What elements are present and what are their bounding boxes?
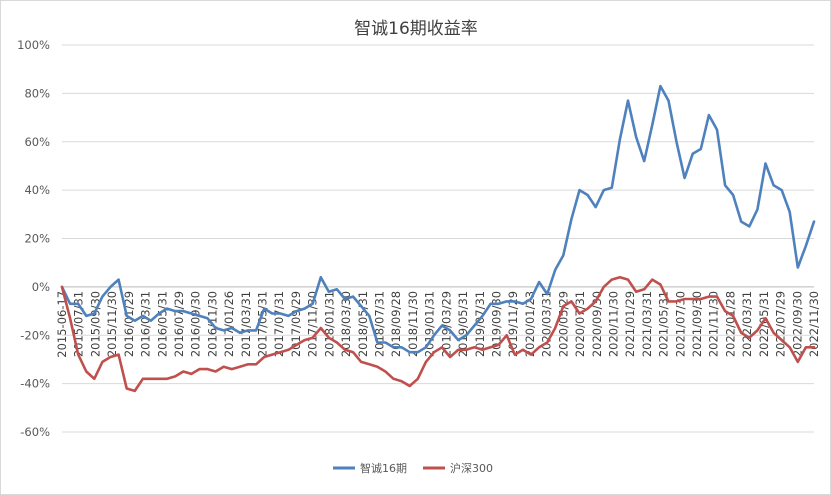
x-tick-label: 2018/01/31 [322, 291, 336, 357]
x-tick-label: 2020/03/31 [540, 291, 554, 357]
x-tick-label: 2022/09/30 [790, 291, 804, 357]
y-tick-label: 60% [24, 135, 50, 149]
legend-label: 智诚16期 [360, 461, 407, 475]
x-axis-tick-labels: 2015-06-17 2015/07/31 2015/09/30 2015/11/30… [55, 291, 821, 358]
x-tick-label: 2020/09/30 [590, 291, 604, 357]
x-tick-label: 2018/05/31 [356, 291, 370, 357]
y-tick-label: 100% [17, 38, 50, 52]
x-tick-label: 2022/03/31 [740, 291, 754, 357]
x-tick-label: 2018/03/30 [339, 291, 353, 357]
x-tick-label: 2019/09/30 [489, 291, 503, 357]
chart-title: 智诚16期收益率 [354, 19, 478, 39]
x-tick-label: 2021/11/30 [707, 291, 721, 357]
x-tick-label: 2022/11/30 [807, 291, 821, 357]
y-tick-label: 20% [24, 232, 50, 246]
x-tick-label: 2021/01/29 [623, 291, 637, 357]
x-tick-label: 2017/11/30 [306, 291, 320, 357]
x-tick-label: 2016/07/29 [172, 291, 186, 357]
x-tick-label: 2021/07/30 [673, 291, 687, 357]
x-tick-label: 2021/03/31 [640, 291, 654, 357]
x-tick-label: 2019/01/31 [423, 291, 437, 357]
x-tick-label: 2022/01/28 [723, 291, 737, 357]
x-tick-label: 2015/11/30 [105, 291, 119, 357]
x-tick-label: 2017/03/31 [239, 291, 253, 357]
series-lines [60, 84, 816, 393]
x-tick-label: 2021/05/31 [657, 291, 671, 357]
series-line-2 [60, 275, 816, 393]
x-tick-label: 2016/05/31 [155, 291, 169, 357]
y-tick-label: -60% [20, 425, 50, 439]
x-tick-label: 2015/07/31 [72, 291, 86, 357]
x-tick-label: 2015-06-17 [55, 291, 69, 358]
x-tick-label: 2018/07/31 [373, 291, 387, 357]
y-axis-tick-labels: -60% -40% -20% 0% 20% 40% 60% 80% 100% [17, 38, 50, 439]
y-tick-label: 0% [32, 280, 50, 294]
x-tick-label: 2019/03/29 [439, 291, 453, 357]
x-tick-label: 2017/01/26 [222, 291, 236, 357]
legend: 智诚16期 沪深300 [333, 461, 493, 475]
x-tick-label: 2018/11/30 [406, 291, 420, 357]
x-tick-label: 2020/01/23 [523, 291, 537, 357]
x-tick-label: 2022/05/31 [757, 291, 771, 357]
gridlines [62, 44, 814, 433]
series-line-1 [60, 84, 816, 354]
x-tick-label: 2019/05/31 [456, 291, 470, 357]
x-tick-label: 2021/09/30 [690, 291, 704, 357]
y-tick-label: 40% [24, 183, 50, 197]
x-tick-label: 2020/05/29 [556, 291, 570, 357]
y-tick-label: 80% [24, 86, 50, 100]
x-tick-label: 2020/11/30 [606, 291, 620, 357]
x-tick-label: 2018/09/28 [389, 291, 403, 357]
x-tick-label: 2016/03/31 [139, 291, 153, 357]
x-tick-label: 2022/07/29 [774, 291, 788, 357]
x-tick-label: 2019/07/31 [473, 291, 487, 357]
x-tick-label: 2015/09/30 [88, 291, 102, 357]
x-tick-label: 2017/07/31 [272, 291, 286, 357]
legend-label: 沪深300 [450, 461, 493, 475]
x-tick-label: 2020/07/31 [573, 291, 587, 357]
y-tick-label: -20% [20, 328, 50, 342]
x-tick-label: 2017/05/31 [256, 291, 270, 357]
y-tick-label: -40% [20, 377, 50, 391]
x-tick-label: 2017/09/29 [289, 291, 303, 357]
x-tick-label: 2016/09/30 [189, 291, 203, 357]
